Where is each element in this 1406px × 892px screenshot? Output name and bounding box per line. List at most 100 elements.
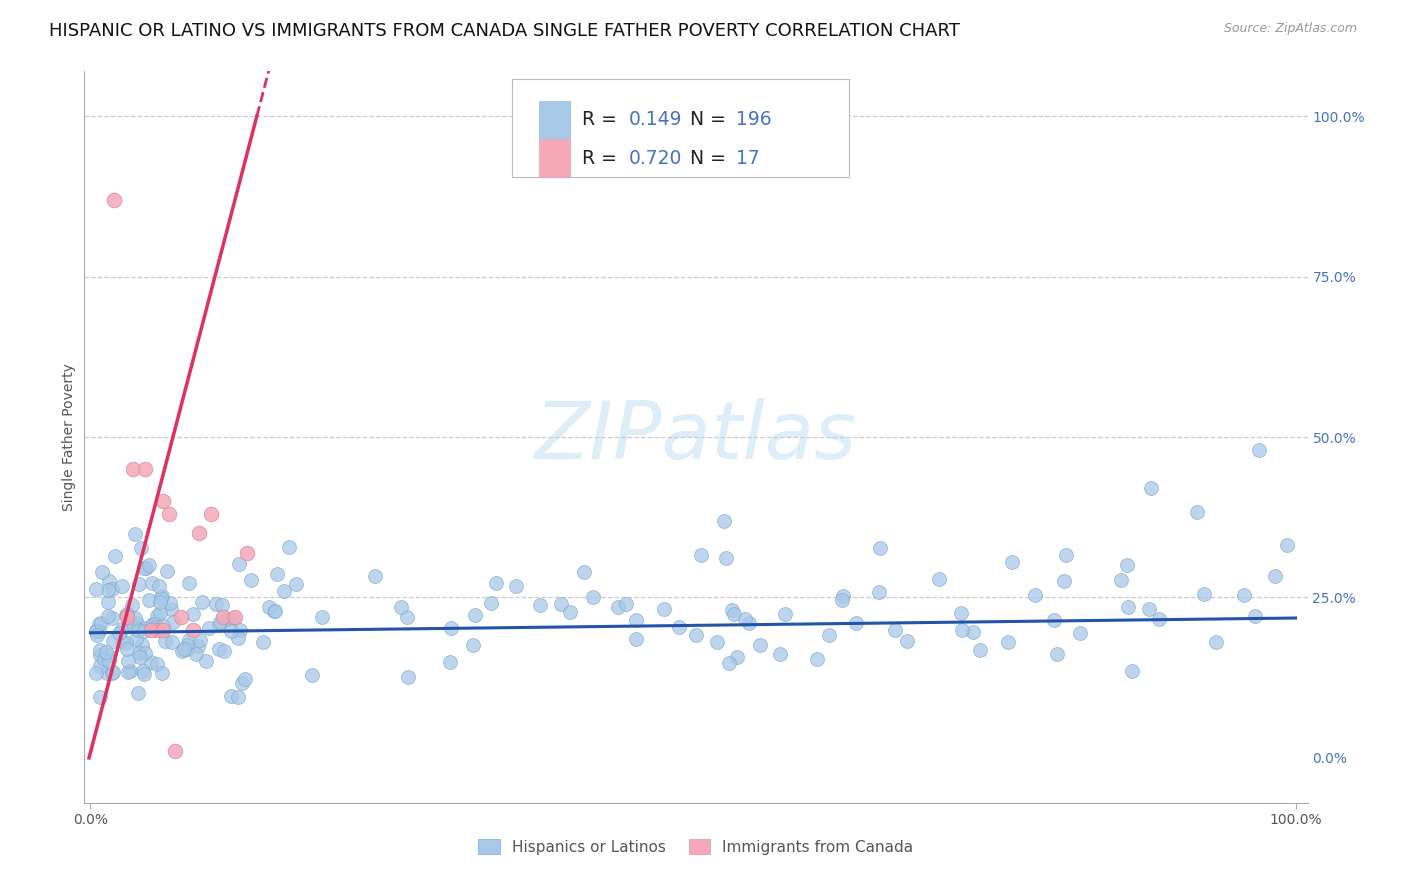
- Point: [1118, 600, 1140, 615]
- Point: [146, 608, 169, 623]
- Point: [685, 628, 707, 642]
- Point: [614, 597, 637, 611]
- Point: [311, 609, 333, 624]
- Point: [86, 666, 108, 681]
- Point: [233, 672, 256, 686]
- Point: [184, 647, 207, 661]
- Point: [208, 617, 231, 632]
- Point: [108, 625, 131, 640]
- Point: [103, 665, 125, 680]
- Point: [98, 574, 121, 589]
- Point: [1121, 664, 1143, 678]
- Point: [173, 641, 195, 656]
- Point: [162, 615, 184, 630]
- Point: [170, 644, 193, 658]
- Point: [950, 623, 973, 637]
- Point: [479, 596, 502, 610]
- Text: 0.149: 0.149: [628, 110, 682, 129]
- Point: [652, 602, 675, 616]
- Point: [97, 648, 120, 662]
- Point: [273, 584, 295, 599]
- Point: [101, 666, 124, 681]
- Point: [163, 744, 186, 758]
- Point: [226, 690, 249, 704]
- Point: [439, 621, 461, 635]
- Point: [228, 558, 250, 572]
- Point: [134, 647, 156, 661]
- Point: [484, 576, 506, 591]
- Point: [806, 652, 828, 666]
- Text: ZIPatlas: ZIPatlas: [534, 398, 858, 476]
- Point: [1054, 548, 1077, 562]
- Point: [713, 514, 735, 528]
- Point: [718, 656, 741, 670]
- Point: [969, 642, 991, 657]
- Point: [111, 623, 134, 637]
- Text: 0.720: 0.720: [628, 149, 682, 168]
- Point: [928, 572, 950, 586]
- Point: [1187, 505, 1209, 519]
- Point: [127, 615, 149, 630]
- Point: [689, 548, 711, 562]
- Point: [301, 668, 323, 682]
- Point: [104, 549, 127, 564]
- Point: [200, 507, 222, 521]
- Text: HISPANIC OR LATINO VS IMMIGRANTS FROM CANADA SINGLE FATHER POVERTY CORRELATION C: HISPANIC OR LATINO VS IMMIGRANTS FROM CA…: [49, 22, 960, 40]
- Point: [1147, 612, 1170, 626]
- Point: [198, 621, 221, 635]
- Point: [204, 598, 226, 612]
- Text: N =: N =: [690, 149, 738, 168]
- Point: [461, 638, 484, 652]
- Point: [87, 617, 110, 632]
- Point: [769, 647, 792, 661]
- Point: [1140, 482, 1163, 496]
- Point: [148, 579, 170, 593]
- Point: [90, 616, 112, 631]
- Point: [131, 638, 153, 652]
- Point: [127, 623, 149, 637]
- Point: [177, 576, 200, 591]
- FancyBboxPatch shape: [513, 78, 849, 178]
- Point: [1264, 569, 1286, 583]
- Point: [90, 565, 112, 579]
- Point: [229, 623, 252, 637]
- Point: [734, 612, 756, 626]
- Point: [122, 619, 145, 633]
- Point: [100, 611, 122, 625]
- Point: [139, 623, 162, 637]
- Point: [1069, 625, 1091, 640]
- Point: [581, 591, 603, 605]
- Point: [668, 620, 690, 634]
- Y-axis label: Single Father Poverty: Single Father Poverty: [62, 363, 76, 511]
- Point: [152, 623, 174, 637]
- Point: [505, 579, 527, 593]
- Point: [132, 666, 155, 681]
- Point: [141, 616, 163, 631]
- Point: [1043, 613, 1066, 627]
- Point: [624, 632, 647, 647]
- Point: [132, 624, 155, 639]
- Point: [773, 607, 796, 621]
- Point: [143, 616, 166, 631]
- Point: [364, 569, 387, 583]
- Point: [884, 623, 907, 637]
- Point: [231, 675, 253, 690]
- Point: [150, 666, 173, 681]
- Point: [188, 632, 211, 647]
- Point: [128, 576, 150, 591]
- Point: [157, 507, 180, 521]
- Point: [117, 607, 139, 622]
- Point: [86, 627, 108, 641]
- Point: [145, 620, 167, 634]
- Point: [219, 689, 242, 703]
- Point: [396, 670, 419, 684]
- Point: [1024, 588, 1046, 602]
- Point: [152, 494, 174, 508]
- Point: [111, 579, 134, 593]
- Point: [212, 643, 235, 657]
- Point: [141, 617, 163, 632]
- Point: [252, 635, 274, 649]
- Point: [550, 597, 572, 611]
- Point: [263, 604, 285, 618]
- Point: [100, 582, 122, 596]
